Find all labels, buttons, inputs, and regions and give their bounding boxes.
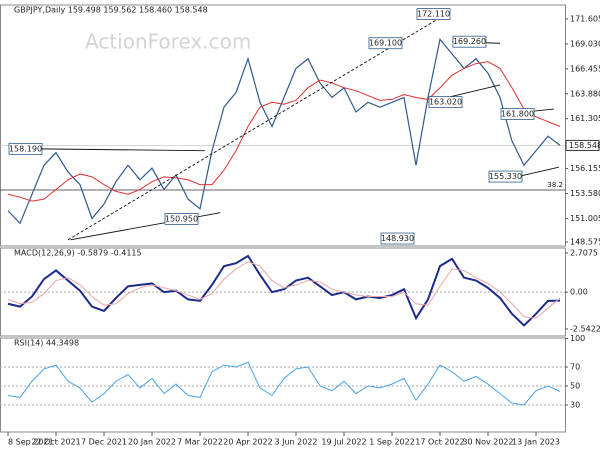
annotation-box (380, 232, 415, 245)
y-tick-label: 50 (570, 381, 580, 390)
series-line (7, 38, 561, 225)
annotation-label: 155.330 (489, 172, 522, 181)
y-tick-label: 171.605 (570, 14, 600, 23)
y-tick-label: 148.575 (570, 237, 600, 246)
y-tick-label: -2.5422 (570, 324, 600, 333)
series-line (7, 254, 561, 327)
x-tick-label: 3 Jun 2022 (274, 438, 317, 447)
series-line (7, 361, 561, 406)
y-tick-label: 2.7075 (570, 248, 598, 257)
annotation-box (164, 213, 199, 225)
annotation-label: 169.100 (369, 39, 402, 48)
series-line (7, 61, 561, 202)
y-tick-label: 0.00 (570, 288, 588, 297)
annotation-label: 172.110 (417, 10, 450, 19)
panel-frame (0, 4, 566, 247)
annotation-box (416, 8, 451, 21)
annotation-label: 150.950 (165, 214, 198, 223)
y-tick-label: 30 (570, 401, 580, 410)
panel-frame (0, 337, 566, 433)
panel-label: MACD(12,26,9) -0.5879 -0.4115 (14, 249, 142, 258)
x-tick-label: 20 Jan 2022 (128, 438, 176, 447)
trendline (40, 148, 205, 152)
annotation-box (452, 35, 487, 48)
annotation-box (488, 170, 523, 183)
x-tick-label: 17 Oct 2022 (415, 438, 464, 447)
annotation-label: 163.020 (429, 98, 462, 107)
watermark: ActionForex.com (85, 30, 251, 54)
trendline (67, 13, 447, 241)
annotation-label: 148.930 (381, 234, 414, 243)
x-tick-label: 8 Sep 2021 (8, 438, 54, 447)
x-tick-label: 22 Oct 2021 (31, 438, 80, 447)
x-tick-label: 20 Apr 2022 (223, 438, 272, 447)
x-tick-label: 7 Dec 2021 (81, 438, 127, 447)
y-tick-label: 100 (570, 334, 585, 343)
last-price-box (565, 139, 600, 151)
x-tick-label: 30 Nov 2022 (462, 438, 513, 447)
x-tick-label: 13 Jan 2023 (512, 438, 560, 447)
y-tick-label: 163.880 (570, 89, 600, 98)
annotation-label: 169.260 (453, 37, 486, 46)
panel-label: RSI(14) 44.3498 (14, 339, 79, 348)
y-tick-label: 169.030 (570, 39, 600, 48)
y-tick-label: 161.305 (570, 114, 600, 123)
last-price-label: 158.548 (569, 141, 600, 150)
annotation-box (8, 142, 43, 155)
y-tick-label: 166.455 (570, 64, 600, 73)
fib-label: 38.2 (547, 181, 563, 189)
x-tick-label: 19 Jul 2022 (321, 438, 366, 447)
annotation-label: 158.190 (9, 144, 42, 153)
y-tick-label: 156.155 (570, 164, 600, 173)
series-line (7, 261, 561, 319)
panel-label: GBPJPY,Daily 159.498 159.562 158.460 158… (14, 6, 208, 15)
y-tick-label: 151.005 (570, 214, 600, 223)
y-tick-label: 70 (570, 362, 580, 371)
y-tick-label: 153.580 (570, 189, 600, 198)
trendline (517, 166, 559, 178)
annotation-label: 161.800 (501, 109, 534, 118)
x-tick-label: 1 Sep 2022 (369, 438, 415, 447)
annotation-box (500, 108, 535, 120)
annotation-box (428, 96, 463, 109)
x-tick-label: 7 Mar 2022 (177, 438, 223, 447)
annotation-box (368, 37, 403, 50)
